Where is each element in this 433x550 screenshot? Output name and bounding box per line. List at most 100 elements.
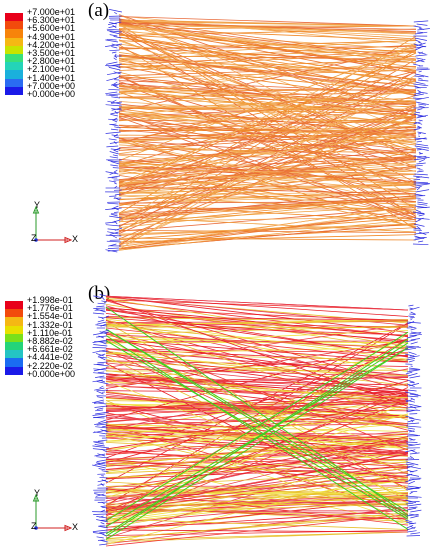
legend-value: +3.500e+01 [27, 47, 76, 58]
tow-strand [416, 23, 428, 26]
legend-value: +1.554e-01 [27, 311, 73, 322]
tow-strand [94, 421, 109, 425]
tow-strand [418, 119, 423, 122]
tow-strand [409, 417, 421, 421]
legend-swatch [5, 70, 23, 79]
tow-strand [405, 391, 419, 396]
tow-strand [96, 463, 107, 467]
tow-strand [418, 153, 423, 155]
tow-strand [410, 490, 418, 493]
fiber-line [105, 298, 409, 407]
tow-strand [101, 470, 109, 473]
fiber-line [105, 401, 409, 416]
tow-strand [408, 403, 422, 408]
highlight-fiber-line [105, 335, 409, 530]
tow-strand [98, 335, 104, 339]
tow-strand [96, 390, 104, 395]
tow-strand [114, 150, 119, 153]
tow-strand [109, 49, 120, 52]
fiber-line [118, 191, 417, 206]
fiber-line [118, 113, 417, 144]
tow-strand [410, 318, 413, 321]
tow-strand [407, 503, 422, 507]
tow-strand [409, 333, 422, 337]
tow-strand [97, 356, 108, 359]
fiber-line [118, 24, 417, 61]
legend-value: +0.000e+00 [27, 88, 76, 99]
fiber-line [105, 307, 409, 337]
tow-strand [107, 160, 120, 163]
tow-strand [415, 185, 422, 189]
tow-strand [100, 483, 104, 487]
tow-strand [408, 506, 418, 509]
tow-strand [109, 34, 118, 37]
tow-strand [415, 31, 428, 35]
tow-strand [406, 406, 422, 409]
fiber-line [118, 191, 417, 197]
tow-strand [96, 335, 107, 338]
tow-strand [101, 425, 107, 428]
tow-strand [95, 493, 105, 497]
fiber-line [118, 34, 417, 81]
axis-triad-arrows-b [32, 493, 73, 532]
tow-strand [94, 444, 105, 447]
tow-strand [111, 51, 117, 54]
tow-strand [415, 73, 429, 78]
tow-strand [96, 381, 109, 385]
axis-label-z-b: Z [31, 521, 37, 531]
fiber-line [118, 237, 417, 241]
tow-strand [99, 543, 108, 546]
tow-strand [112, 154, 119, 157]
tow-strand [99, 531, 108, 534]
highlight-fiber-line [105, 331, 409, 522]
tow-strand [414, 173, 428, 176]
panel-a: (a) +7.000e+01 +6.300e+01 +5.600e+01 +4.900… [0, 0, 433, 270]
tow-strand [405, 502, 414, 505]
tow-strand [418, 103, 427, 106]
tow-strand [108, 138, 117, 141]
fiber-line [105, 378, 409, 409]
tow-strand [410, 341, 418, 345]
tow-strand [95, 324, 108, 327]
legend-swatch [5, 62, 23, 71]
fiber-line [105, 415, 409, 442]
legend-value: +4.441e-02 [27, 352, 73, 363]
legend-swatch [5, 366, 23, 375]
tow-strand [114, 220, 118, 225]
legend-value: +1.400e+01 [27, 72, 76, 83]
tow-strand [106, 38, 117, 41]
fiber-line [118, 180, 417, 190]
tow-strand [410, 311, 416, 315]
tow-strand [406, 486, 421, 491]
tow-strand [97, 483, 105, 486]
fiber-line [105, 472, 409, 487]
tow-strand [114, 193, 121, 196]
fiber-line [118, 203, 417, 222]
fiber-line [118, 33, 417, 96]
legend-swatch [5, 29, 23, 38]
fiber-line [118, 36, 417, 85]
tow-strand [96, 407, 104, 410]
tow-strand [405, 399, 415, 403]
tow-strand [99, 331, 108, 335]
fiber-line [118, 134, 417, 138]
tow-strand [93, 401, 105, 404]
tow-strand [408, 443, 421, 447]
fiber-line [105, 512, 409, 540]
fiber-line [105, 529, 409, 533]
tow-strand [100, 323, 107, 327]
fiber-line [118, 187, 417, 221]
tow-strand [93, 513, 107, 515]
tow-strand [93, 331, 109, 336]
tow-strand [107, 231, 119, 235]
tow-strand [407, 485, 419, 488]
fiber-line [118, 15, 417, 45]
tow-strand [417, 213, 425, 215]
legend-value: +5.600e+01 [27, 23, 76, 34]
tow-strand [108, 67, 121, 71]
tow-strand [93, 344, 108, 347]
tow-strand [101, 506, 108, 509]
fiber-line [118, 49, 417, 59]
tow-strand [95, 411, 109, 415]
tow-strand [407, 429, 415, 432]
